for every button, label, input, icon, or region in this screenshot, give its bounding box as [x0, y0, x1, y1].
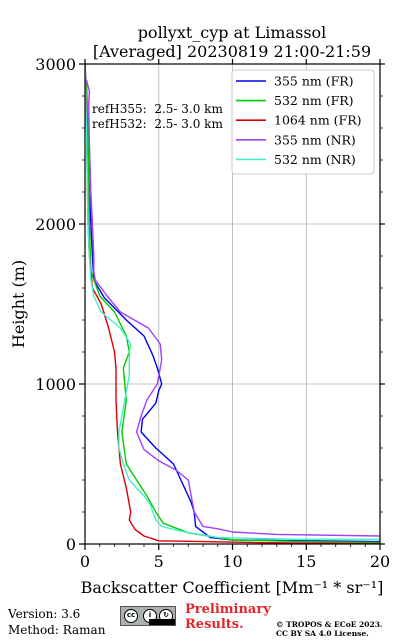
x-tick-label: 10 [222, 552, 242, 571]
legend-label-1: 532 nm (FR) [274, 93, 354, 108]
series-line-4 [85, 64, 380, 540]
annotation-refh532: refH532: 2.5- 3.0 km [92, 117, 223, 131]
legend: 355 nm (FR) 532 nm (FR) 1064 nm (FR) 355 nm… [231, 69, 375, 175]
annotation-refh355: refH355: 2.5- 3.0 km [92, 102, 223, 116]
version-text: Version: 3.6 [8, 607, 81, 621]
x-tick-label: 0 [80, 552, 90, 571]
x-axis-label: Backscatter Coefficient [Mm⁻¹ * sr⁻¹] [81, 578, 384, 597]
cc-by-sa-strip [149, 619, 175, 625]
preliminary-notice: Preliminary Results. [185, 602, 271, 632]
y-tick-label: 1000 [35, 375, 76, 394]
cc-icon: cc [124, 609, 138, 623]
x-tick-label: 15 [296, 552, 316, 571]
legend-label-0: 355 nm (FR) [274, 74, 354, 89]
series-lines [85, 64, 380, 544]
copyright-notice: © TROPOS & ECoE 2023. CC BY SA 4.0 Licen… [276, 620, 383, 638]
y-tick-label: 3000 [35, 55, 76, 74]
cc-license-logo: cc i ↻ [120, 606, 176, 626]
legend-label-4: 532 nm (NR) [274, 152, 356, 167]
preliminary-line2: Results. [185, 617, 244, 632]
x-tick-label: 20 [370, 552, 390, 571]
preliminary-line1: Preliminary [185, 602, 271, 617]
chart-title-line1: pollyxt_cyp at Limassol [138, 23, 327, 42]
x-tick-label: 5 [154, 552, 164, 571]
series-line-0 [85, 64, 380, 543]
series-line-3 [85, 79, 380, 537]
axis-ticks: 0 5 10 15 20 0 1000 2000 3000 [35, 55, 390, 571]
copyright-line2: CC BY SA 4.0 License. [276, 629, 369, 638]
legend-label-3: 355 nm (NR) [274, 132, 356, 147]
version-info: Version: 3.6 Method: Raman [8, 606, 105, 638]
legend-box [231, 69, 375, 175]
copyright-line1: © TROPOS & ECoE 2023. [276, 620, 383, 629]
y-tick-label: 2000 [35, 215, 76, 234]
y-tick-label: 0 [66, 535, 76, 554]
chart-title-line2: [Averaged] 20230819 21:00-21:59 [93, 42, 371, 61]
method-text: Method: Raman [8, 623, 106, 637]
legend-label-2: 1064 nm (FR) [274, 113, 362, 128]
y-axis-label: Height (m) [9, 260, 28, 348]
series-line-1 [85, 79, 380, 544]
